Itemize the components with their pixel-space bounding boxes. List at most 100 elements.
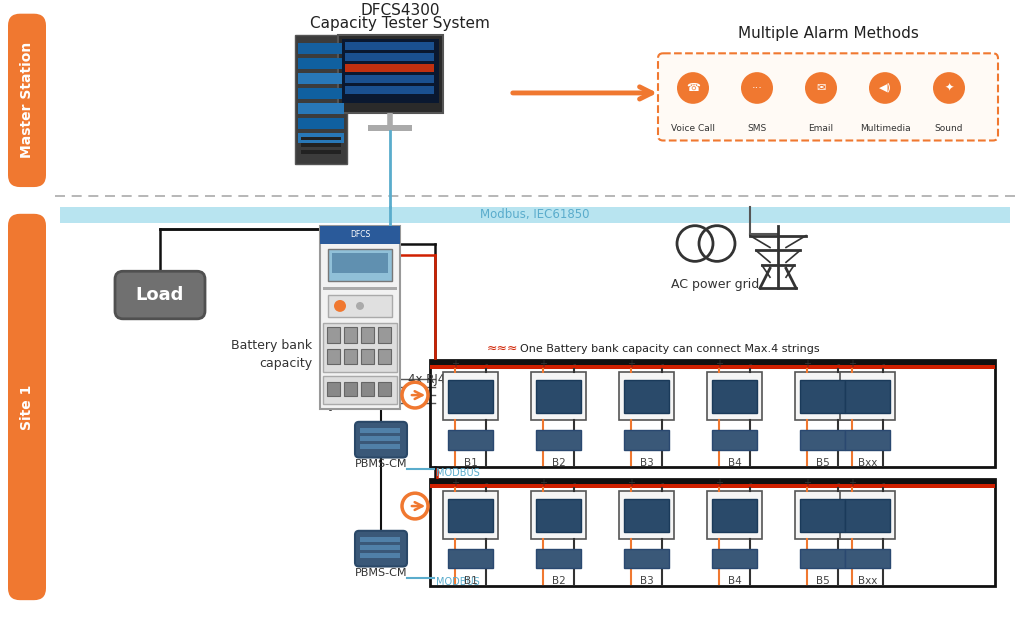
- Bar: [327, 349, 340, 365]
- Circle shape: [402, 493, 428, 519]
- Text: +: +: [715, 359, 723, 370]
- Bar: [323, 323, 397, 372]
- Bar: [536, 499, 581, 532]
- Bar: [298, 117, 344, 129]
- Bar: [430, 480, 995, 586]
- Bar: [531, 491, 586, 539]
- Bar: [800, 380, 845, 413]
- Bar: [624, 499, 669, 532]
- Text: Bxx: Bxx: [858, 457, 877, 467]
- Bar: [328, 250, 392, 281]
- Bar: [328, 295, 392, 317]
- Bar: [536, 549, 581, 569]
- Circle shape: [334, 300, 346, 312]
- Bar: [298, 43, 344, 54]
- Bar: [378, 327, 391, 342]
- Bar: [298, 88, 344, 99]
- Bar: [301, 137, 341, 140]
- Text: ✦: ✦: [944, 83, 954, 93]
- Text: DFCS: DFCS: [350, 230, 370, 239]
- Text: +: +: [849, 478, 856, 488]
- Text: -: -: [484, 359, 487, 370]
- Bar: [448, 380, 494, 413]
- Bar: [800, 499, 845, 532]
- Text: MODBUS: MODBUS: [436, 468, 480, 478]
- Bar: [378, 382, 391, 396]
- Bar: [344, 327, 357, 342]
- Bar: [332, 253, 388, 273]
- FancyBboxPatch shape: [355, 422, 407, 457]
- Circle shape: [869, 72, 901, 104]
- Circle shape: [805, 72, 837, 104]
- FancyBboxPatch shape: [8, 214, 46, 600]
- Text: -: -: [573, 478, 576, 488]
- Bar: [430, 360, 995, 365]
- Bar: [624, 380, 669, 413]
- Bar: [320, 226, 400, 409]
- Bar: [368, 125, 412, 130]
- Text: DFCS4300: DFCS4300: [360, 2, 440, 18]
- Circle shape: [677, 72, 709, 104]
- Text: AC power grid: AC power grid: [671, 278, 759, 291]
- Bar: [845, 549, 890, 569]
- Bar: [800, 549, 845, 569]
- Text: ◀): ◀): [878, 83, 892, 93]
- Text: -: -: [881, 359, 884, 370]
- Text: MODBUS: MODBUS: [436, 577, 480, 587]
- Text: PBMS-CM: PBMS-CM: [355, 569, 407, 578]
- Bar: [338, 35, 443, 112]
- FancyBboxPatch shape: [658, 53, 998, 140]
- Bar: [301, 143, 341, 148]
- Text: One Battery bank capacity can connect Max.4 strings: One Battery bank capacity can connect Ma…: [520, 344, 820, 355]
- Text: -: -: [573, 359, 576, 370]
- Text: B2: B2: [552, 577, 565, 586]
- Bar: [845, 380, 890, 413]
- Bar: [345, 86, 434, 94]
- Text: Multimedia: Multimedia: [860, 124, 910, 133]
- Bar: [619, 372, 674, 420]
- Text: B4: B4: [727, 457, 742, 467]
- Text: +: +: [539, 359, 547, 370]
- Bar: [323, 376, 397, 404]
- Bar: [840, 372, 895, 420]
- Text: +: +: [803, 359, 811, 370]
- Text: Master Station: Master Station: [19, 42, 34, 158]
- Bar: [361, 349, 374, 365]
- FancyBboxPatch shape: [115, 271, 205, 319]
- Bar: [536, 430, 581, 449]
- Circle shape: [402, 382, 428, 408]
- Text: +: +: [627, 478, 635, 488]
- Text: Sound: Sound: [935, 124, 963, 133]
- Text: Modbus, IEC61850: Modbus, IEC61850: [480, 208, 590, 221]
- Bar: [712, 430, 757, 449]
- Circle shape: [356, 302, 364, 310]
- Text: B4: B4: [727, 577, 742, 586]
- Text: ✉: ✉: [817, 83, 826, 93]
- Bar: [298, 133, 344, 143]
- Text: Multiple Alarm Methods: Multiple Alarm Methods: [738, 27, 918, 41]
- FancyBboxPatch shape: [8, 14, 46, 187]
- Bar: [301, 150, 341, 154]
- Bar: [378, 349, 391, 365]
- Bar: [448, 430, 494, 449]
- Bar: [624, 430, 669, 449]
- Text: B2: B2: [552, 457, 565, 467]
- Text: +: +: [627, 359, 635, 370]
- Bar: [448, 549, 494, 569]
- Circle shape: [741, 72, 773, 104]
- Text: +: +: [803, 478, 811, 488]
- Text: -: -: [748, 359, 752, 370]
- Text: -: -: [836, 359, 839, 370]
- Text: Site 1: Site 1: [19, 384, 34, 430]
- Bar: [327, 382, 340, 396]
- Text: Battery bank
capacity: Battery bank capacity: [231, 339, 312, 370]
- Text: +: +: [451, 478, 459, 488]
- Circle shape: [933, 72, 965, 104]
- Bar: [345, 75, 434, 83]
- Bar: [360, 537, 400, 542]
- Bar: [795, 372, 850, 420]
- Bar: [619, 491, 674, 539]
- Text: ≈≈≈: ≈≈≈: [486, 342, 518, 355]
- Bar: [344, 349, 357, 365]
- Text: B5: B5: [816, 457, 829, 467]
